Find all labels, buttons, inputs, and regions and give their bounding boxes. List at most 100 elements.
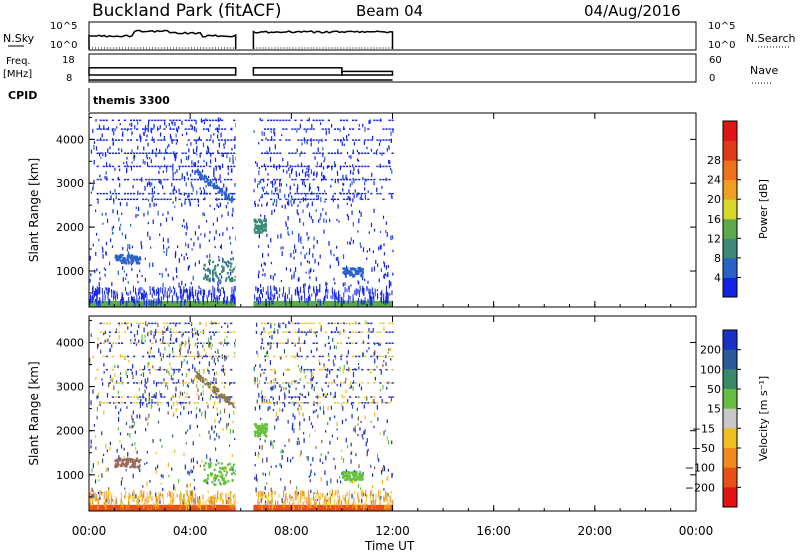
range-band-mark xyxy=(181,402,184,404)
range-band-mark xyxy=(373,152,376,155)
range-band-mark xyxy=(327,342,330,344)
scatter-mark xyxy=(305,193,307,198)
ground-scatter-mark xyxy=(230,294,232,303)
ground-scatter-mark xyxy=(308,286,310,294)
range-band-mark xyxy=(169,192,172,195)
range-band-mark xyxy=(282,342,285,344)
range-band-mark xyxy=(117,165,121,168)
scatter-mark xyxy=(274,144,276,150)
range-band-mark xyxy=(208,152,212,155)
scatter-mark xyxy=(225,205,227,209)
scatter-mark xyxy=(263,132,265,137)
scatter-mark xyxy=(188,345,190,350)
scatter-patch-mark xyxy=(359,266,362,270)
range-band-mark xyxy=(309,198,312,201)
ground-scatter-mark xyxy=(155,289,157,296)
ground-scatter-mark xyxy=(300,504,302,511)
range-band-mark xyxy=(358,192,361,195)
scatter-mark xyxy=(193,162,195,167)
scatter-mark xyxy=(390,167,392,171)
scatter-patch-mark xyxy=(234,279,237,282)
range-band-mark xyxy=(178,402,181,404)
scatter-mark xyxy=(167,385,169,391)
scatter-mark xyxy=(268,342,270,346)
range-band-mark xyxy=(96,178,99,181)
scatter-patch-mark xyxy=(197,173,200,176)
range-band-mark xyxy=(367,342,370,344)
scatter-mark xyxy=(227,201,229,205)
scatter-mark xyxy=(214,400,216,406)
scatter-mark xyxy=(196,424,199,429)
scatter-patch-mark xyxy=(228,400,231,403)
range-band-mark xyxy=(142,152,145,155)
scatter-mark xyxy=(196,153,198,156)
range-band-mark xyxy=(163,322,166,325)
scatter-mark xyxy=(274,425,276,430)
ground-scatter-mark xyxy=(132,285,134,293)
scatter-mark xyxy=(329,264,331,269)
scatter-mark xyxy=(345,377,347,381)
scatter-mark xyxy=(89,255,91,261)
scatter-mark xyxy=(181,133,184,137)
scatter-mark xyxy=(192,441,194,446)
scatter-mark xyxy=(311,383,313,387)
colorbar-frame xyxy=(722,329,738,508)
scatter-mark xyxy=(202,212,204,216)
range-band-mark xyxy=(208,355,212,358)
scatter-mark xyxy=(287,368,289,371)
range-band-mark xyxy=(297,165,300,168)
scatter-mark xyxy=(226,342,228,346)
scatter-mark xyxy=(283,387,285,391)
range-band-mark xyxy=(230,152,233,155)
range-band-mark xyxy=(376,342,379,344)
scatter-mark xyxy=(210,184,212,187)
range-band-mark xyxy=(208,342,212,344)
scatter-mark xyxy=(383,326,385,332)
scatter-mark xyxy=(139,137,142,142)
time-axis: 00:00 04:00 08:00 12:00 16:00 20:00 00:00 xyxy=(72,524,714,538)
ground-scatter-mark xyxy=(289,497,291,502)
ground-scatter-mark xyxy=(284,498,286,506)
scatter-mark xyxy=(131,443,133,446)
range-band-mark xyxy=(382,198,385,201)
scatter-mark xyxy=(204,233,206,238)
range-band-mark xyxy=(196,165,199,168)
scatter-mark xyxy=(214,245,216,249)
scatter-mark xyxy=(355,453,357,457)
scatter-mark xyxy=(380,244,382,250)
scatter-patch-mark xyxy=(115,254,118,257)
scatter-patch-mark xyxy=(208,260,211,263)
range-band-mark xyxy=(230,382,233,384)
range-band-mark xyxy=(276,152,279,155)
scatter-mark xyxy=(165,217,168,222)
range-band-mark xyxy=(114,152,117,155)
scatter-mark xyxy=(196,406,198,410)
scatter-mark xyxy=(171,405,173,410)
scatter-mark xyxy=(148,262,151,268)
ground-scatter-mark xyxy=(261,293,263,299)
scatter-mark xyxy=(362,123,364,128)
scatter-mark xyxy=(327,335,330,340)
scatter-mark xyxy=(293,428,295,433)
scatter-patch-mark xyxy=(220,476,223,479)
scatter-mark xyxy=(92,187,94,191)
scatter-mark xyxy=(189,351,192,354)
ground-scatter-mark xyxy=(149,489,151,495)
cpid-value: themis 3300 xyxy=(93,94,170,107)
scatter-patch-mark xyxy=(127,253,130,257)
scatter-mark xyxy=(186,225,188,231)
ground-scatter-mark xyxy=(144,293,146,298)
scatter-mark xyxy=(254,200,256,205)
ground-scatter-mark xyxy=(117,293,119,300)
scatter-mark xyxy=(187,349,189,354)
scatter-patch-mark xyxy=(342,267,345,270)
scatter-patch-mark xyxy=(135,259,138,263)
range-band-mark xyxy=(166,355,169,358)
scatter-mark xyxy=(309,296,311,301)
scatter-mark xyxy=(147,124,149,128)
range-band-mark xyxy=(123,355,127,358)
ground-scatter-mark xyxy=(131,495,133,502)
scatter-mark xyxy=(188,200,190,204)
